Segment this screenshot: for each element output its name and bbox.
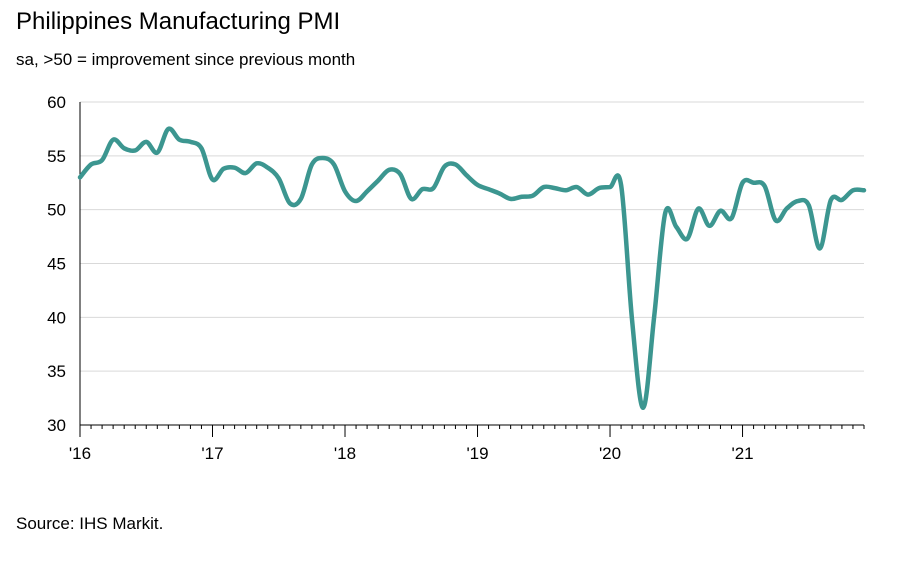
data-point-2019-11 <box>586 193 590 197</box>
data-point-2017-01 <box>211 178 215 182</box>
data-point-2019-03 <box>498 192 502 196</box>
data-point-2020-10 <box>707 224 711 228</box>
data-point-2020-05 <box>652 314 656 318</box>
data-point-2020-11 <box>718 209 722 213</box>
data-point-2017-12 <box>332 162 336 166</box>
data-point-2020-12 <box>729 216 733 220</box>
chart-subtitle: sa, >50 = improvement since previous mon… <box>16 50 356 69</box>
data-point-2021-01 <box>741 181 745 185</box>
data-point-2017-02 <box>222 167 226 171</box>
data-point-2016-12 <box>199 146 203 150</box>
series-line-pmi <box>77 126 867 411</box>
data-point-2017-05 <box>255 161 259 165</box>
y-tick-label: 30 <box>47 416 66 435</box>
chart-title: Philippines Manufacturing PMI <box>16 8 341 35</box>
data-point-2016-01 <box>78 175 82 179</box>
y-tick-label: 35 <box>47 362 66 381</box>
data-point-2019-07 <box>542 185 546 189</box>
data-point-2021-12 <box>862 188 866 192</box>
data-point-2016-11 <box>188 140 192 144</box>
y-tick-label: 50 <box>47 201 66 220</box>
data-point-2021-08 <box>818 246 822 250</box>
data-point-2020-01 <box>608 185 612 189</box>
data-point-2019-09 <box>564 188 568 192</box>
data-point-2017-04 <box>244 171 248 175</box>
data-point-2016-07 <box>144 140 148 144</box>
data-point-2016-04 <box>111 138 115 142</box>
data-point-2021-10 <box>840 198 844 202</box>
data-point-2017-08 <box>288 201 292 205</box>
data-point-2021-11 <box>851 188 855 192</box>
data-point-2020-04 <box>641 406 645 410</box>
data-point-2017-11 <box>321 156 325 160</box>
data-point-2019-05 <box>520 195 524 199</box>
data-point-2018-01 <box>343 189 347 193</box>
data-point-2021-03 <box>763 184 767 188</box>
data-point-2018-02 <box>354 199 358 203</box>
data-point-2018-10 <box>442 165 446 169</box>
data-point-2021-09 <box>829 198 833 202</box>
data-point-2018-07 <box>409 197 413 201</box>
data-point-2018-09 <box>431 186 435 190</box>
y-tick-label: 45 <box>47 255 66 274</box>
data-point-2018-11 <box>453 162 457 166</box>
x-tick-label: '17 <box>201 444 223 463</box>
data-point-2017-10 <box>310 162 314 166</box>
y-axis: 30 35 40 45 50 55 60 <box>47 93 81 435</box>
data-point-2017-06 <box>266 166 270 170</box>
x-tick-label: '20 <box>599 444 621 463</box>
x-tick-label: '21 <box>731 444 753 463</box>
series-group <box>77 126 867 411</box>
data-point-2018-12 <box>464 173 468 177</box>
data-point-2020-03 <box>630 319 634 323</box>
data-point-2018-05 <box>387 168 391 172</box>
x-tick-label: '19 <box>466 444 488 463</box>
data-point-2020-06 <box>663 211 667 215</box>
x-tick-label: '18 <box>334 444 356 463</box>
data-point-2016-06 <box>133 148 137 152</box>
data-point-2018-04 <box>376 179 380 183</box>
data-point-2019-01 <box>476 183 480 187</box>
data-point-2020-09 <box>696 207 700 211</box>
data-point-2021-05 <box>785 207 789 211</box>
data-point-2018-08 <box>420 187 424 191</box>
data-point-2021-04 <box>774 218 778 222</box>
data-point-2017-03 <box>233 166 237 170</box>
y-tick-label: 40 <box>47 308 66 327</box>
x-tick-label: '16 <box>69 444 91 463</box>
data-point-2018-03 <box>365 189 369 193</box>
x-axis: '16 '17 '18 '19 '20 '21 <box>69 424 865 463</box>
data-point-2021-07 <box>807 203 811 207</box>
data-point-2019-12 <box>597 186 601 190</box>
data-point-2017-07 <box>277 176 281 180</box>
data-point-2019-08 <box>553 186 557 190</box>
data-point-2019-04 <box>509 197 513 201</box>
data-point-2021-06 <box>796 199 800 203</box>
source-note: Source: IHS Markit. <box>16 514 164 533</box>
data-point-2018-06 <box>398 172 402 176</box>
data-point-2017-09 <box>299 197 303 201</box>
data-point-2016-10 <box>177 138 181 142</box>
data-point-2020-02 <box>619 183 623 187</box>
data-point-2019-10 <box>575 185 579 189</box>
data-point-2016-08 <box>155 151 159 155</box>
data-point-2020-08 <box>685 237 689 241</box>
y-tick-label: 55 <box>47 147 66 166</box>
data-point-2016-05 <box>122 146 126 150</box>
y-tick-label: 60 <box>47 93 66 112</box>
data-point-2016-02 <box>89 162 93 166</box>
data-point-2019-02 <box>487 187 491 191</box>
data-point-2021-02 <box>752 181 756 185</box>
data-point-2019-06 <box>531 194 535 198</box>
data-point-2016-09 <box>166 127 170 131</box>
data-point-2016-03 <box>100 158 104 162</box>
data-point-2020-07 <box>674 225 678 229</box>
